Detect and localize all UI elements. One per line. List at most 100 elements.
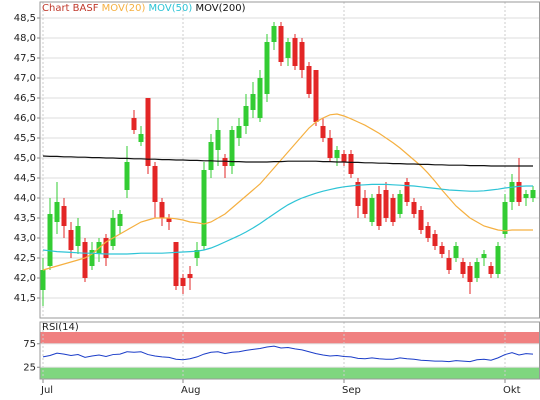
legend-entry: MOV(200) <box>195 3 245 14</box>
candle-body <box>397 194 403 214</box>
y-tick-label: 75 <box>23 339 36 350</box>
y-tick-label: 42,0 <box>14 273 36 284</box>
y-tick-label: 45,0 <box>14 153 36 164</box>
candle-body <box>236 126 242 138</box>
candle-body <box>145 98 151 166</box>
y-tick-label: 25 <box>23 362 36 373</box>
candle-body <box>446 258 452 270</box>
moving-average-line <box>42 113 533 271</box>
y-tick-label: 41,5 <box>14 293 36 304</box>
candle-body <box>292 38 298 66</box>
y-tick-label: 48,5 <box>14 13 36 24</box>
y-tick-label: 45,5 <box>14 133 36 144</box>
candle-body <box>516 182 522 202</box>
candle-body <box>474 262 480 278</box>
moving-average-line <box>42 183 533 255</box>
candle-body <box>488 266 494 274</box>
candle-body <box>180 278 186 286</box>
candle-body <box>432 234 438 246</box>
candle-body <box>117 214 123 226</box>
candle-body <box>152 166 158 202</box>
candle-body <box>313 70 319 122</box>
candle-body <box>194 250 200 258</box>
candle-body <box>271 26 277 42</box>
candle-body <box>439 246 445 254</box>
candle-body <box>404 182 410 202</box>
candle-body <box>278 26 284 62</box>
y-tick-label: 48,0 <box>14 33 36 44</box>
oversold-band <box>40 367 540 379</box>
candle-body <box>173 242 179 286</box>
candle-body <box>502 202 508 234</box>
y-tick-label: 43,5 <box>14 213 36 224</box>
candle-body <box>131 118 137 130</box>
candle-body <box>257 78 263 118</box>
candle-body <box>47 214 53 266</box>
candle-body <box>460 262 466 274</box>
candle-body <box>89 250 95 266</box>
y-tick-label: 44,0 <box>14 193 36 204</box>
overbought-band <box>40 332 540 344</box>
y-tick-label: 46,5 <box>14 93 36 104</box>
candle-body <box>250 94 256 110</box>
x-tick-label: Jul <box>40 385 53 396</box>
y-tick-label: 47,0 <box>14 73 36 84</box>
candle-body <box>243 106 249 126</box>
candle-body <box>306 66 312 94</box>
candle-body <box>509 182 515 202</box>
candle-body <box>334 150 340 158</box>
candle-body <box>187 274 193 278</box>
candle-body <box>68 230 74 250</box>
rsi-line <box>42 345 534 363</box>
candle-body <box>61 206 67 226</box>
candle-body <box>208 142 214 170</box>
candle-body <box>40 270 46 290</box>
candle-body <box>530 190 536 198</box>
candle-body <box>355 182 361 206</box>
candle-body <box>523 194 529 198</box>
candle-body <box>390 198 396 222</box>
candle-body <box>166 218 172 222</box>
candle-body <box>110 218 116 246</box>
candle-body <box>481 254 487 258</box>
candle-body <box>215 130 221 150</box>
candle-body <box>369 198 375 222</box>
x-tick-label: Okt <box>503 385 521 396</box>
candle-body <box>159 202 165 218</box>
candle-body <box>327 138 333 158</box>
y-tick-label: 42,5 <box>14 253 36 264</box>
candle-body <box>299 42 305 70</box>
x-tick-label: Aug <box>181 385 201 396</box>
candle-body <box>75 226 81 246</box>
candle-body <box>103 238 109 258</box>
y-tick-label: 43,0 <box>14 233 36 244</box>
chart-title: Chart BASF <box>42 3 99 14</box>
legend-entry: MOV(50) <box>149 3 193 14</box>
candle-body <box>425 226 431 238</box>
candle-body <box>229 130 235 166</box>
candle-body <box>411 202 417 214</box>
candle-body <box>376 194 382 226</box>
candle-body <box>285 42 291 58</box>
candle-body <box>320 126 326 138</box>
moving-average-line <box>42 155 533 167</box>
legend: Chart BASF MOV(20) MOV(50) MOV(200) <box>42 3 246 14</box>
legend-entry: MOV(20) <box>102 3 146 14</box>
candle-body <box>418 210 424 230</box>
candle-body <box>362 198 368 214</box>
candle-body <box>453 246 459 258</box>
candle-body <box>124 162 130 190</box>
candle-body <box>264 42 270 94</box>
candle-body <box>138 134 144 142</box>
candle-body <box>467 266 473 282</box>
candle-body <box>495 246 501 274</box>
y-tick-label: 46,0 <box>14 113 36 124</box>
candle-body <box>54 202 60 222</box>
candle-body <box>222 158 228 166</box>
candle-body <box>82 242 88 278</box>
y-tick-label: 47,5 <box>14 53 36 64</box>
candle-body <box>341 154 347 162</box>
candle-body <box>201 170 207 246</box>
y-tick-label: 44,5 <box>14 173 36 184</box>
